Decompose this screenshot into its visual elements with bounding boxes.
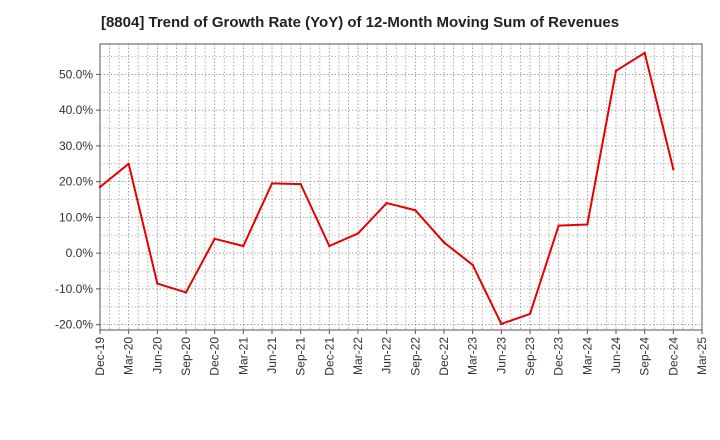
data-point xyxy=(586,223,589,226)
axis-layer: -20.0% -10.0% 0.0% 10.0% 20.0% 30.0% 40.0% 50.0… xyxy=(55,43,709,376)
y-tick-label: 10.0% xyxy=(59,210,93,224)
x-tick-label: Dec-19 xyxy=(93,337,107,376)
x-tick-label: Dec-22 xyxy=(437,337,451,376)
x-tick-label: Dec-23 xyxy=(552,337,566,376)
x-tick-label: Sep-24 xyxy=(638,337,652,376)
y-tick-label: 30.0% xyxy=(59,139,93,153)
data-point xyxy=(356,232,360,235)
y-tick-label: -10.0% xyxy=(55,282,93,296)
x-tick-label: Mar-22 xyxy=(351,337,365,375)
data-point xyxy=(471,263,474,267)
x-tick-label: Dec-20 xyxy=(208,337,222,376)
data-point xyxy=(299,182,302,186)
data-point xyxy=(156,282,159,285)
y-tick-label: 40.0% xyxy=(59,103,93,117)
data-point xyxy=(500,322,503,326)
data-point xyxy=(614,69,618,73)
x-tick-label: Sep-23 xyxy=(523,337,537,376)
x-tick-label: Jun-22 xyxy=(380,337,394,374)
x-tick-label: Sep-21 xyxy=(294,337,308,376)
x-tick-label: Jun-23 xyxy=(494,337,508,374)
x-tick-label: Mar-25 xyxy=(695,337,709,375)
x-tick-label: Dec-24 xyxy=(666,337,680,376)
x-tick-label: Mar-21 xyxy=(236,337,250,375)
chart-title: [8804] Trend of Growth Rate (YoY) of 12-… xyxy=(100,14,620,31)
data-point xyxy=(528,312,532,316)
x-tick-label: Mar-24 xyxy=(580,337,594,375)
data-point xyxy=(270,182,274,185)
x-tick-label: Jun-24 xyxy=(609,337,623,374)
y-tick-label: 20.0% xyxy=(59,175,93,189)
x-tick-label: Jun-21 xyxy=(265,337,279,374)
data-point xyxy=(442,241,446,244)
data-point xyxy=(98,185,102,189)
y-tick-label: 50.0% xyxy=(59,67,93,81)
y-tick-label: 0.0% xyxy=(66,246,94,260)
data-point xyxy=(643,51,646,55)
x-tick-label: Dec-21 xyxy=(322,337,336,376)
series-layer xyxy=(98,51,675,326)
data-point xyxy=(242,244,245,248)
x-tick-label: Jun-20 xyxy=(150,337,164,374)
x-tick-label: Mar-20 xyxy=(122,337,136,375)
data-point xyxy=(213,237,216,241)
grid-layer xyxy=(100,44,702,330)
x-tick-label: Mar-23 xyxy=(466,337,480,375)
data-point xyxy=(557,224,560,227)
x-tick-label: Sep-22 xyxy=(408,337,422,376)
x-tick-label: Sep-20 xyxy=(179,337,193,376)
data-point xyxy=(672,167,675,171)
data-point xyxy=(385,201,388,205)
plot-area xyxy=(100,44,702,330)
data-point xyxy=(184,291,188,294)
data-point xyxy=(127,162,130,165)
y-tick-label: -20.0% xyxy=(55,318,93,332)
data-point xyxy=(328,244,331,248)
data-point xyxy=(414,209,417,212)
